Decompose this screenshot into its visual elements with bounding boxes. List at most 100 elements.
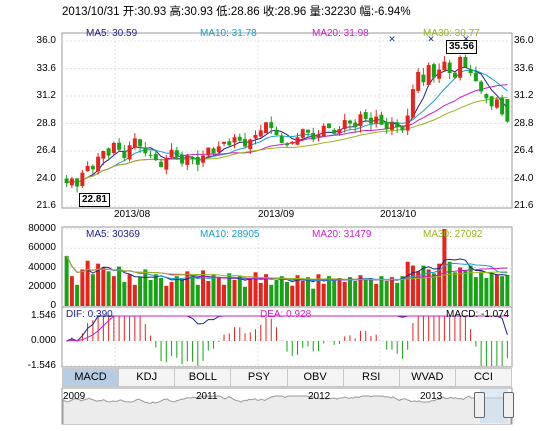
volume-bar	[337, 278, 342, 306]
tab-cci[interactable]: CCI	[455, 368, 512, 387]
volume-bar	[211, 274, 216, 306]
candle-body	[363, 112, 368, 119]
candle-body	[500, 98, 505, 115]
overview-right-handle[interactable]	[503, 392, 514, 418]
moving-average-lines	[66, 66, 508, 184]
ma30-line	[66, 97, 508, 184]
volume-bar	[463, 270, 468, 306]
indicator-tabs: MACD KDJ BOLL PSY OBV RSI WVAD CCI	[62, 368, 512, 387]
volume-bar	[269, 284, 274, 306]
candle-body	[479, 81, 484, 92]
candle-body	[505, 99, 510, 122]
price-right-tick: 28.8	[514, 117, 534, 129]
candle-body	[379, 114, 384, 125]
price-right-tick: 21.6	[514, 200, 534, 211]
volume-bar	[64, 255, 69, 306]
signal-marker-icon: ✕	[427, 34, 435, 44]
candle-body	[201, 155, 206, 163]
date-label-oct: 2013/10	[380, 209, 417, 220]
candle-body	[127, 145, 132, 160]
change-label: 幅:	[359, 6, 375, 18]
volume-left-tick: 60000	[28, 242, 56, 254]
volume-left-tick: 0	[50, 300, 56, 311]
candle-body	[342, 120, 347, 130]
macd-value-label: MACD: -1.074	[446, 309, 510, 320]
candle-body	[416, 71, 421, 91]
candle-body	[222, 141, 227, 144]
candle-body	[410, 89, 415, 118]
volume-bar	[473, 277, 478, 306]
volume-bar	[442, 229, 447, 306]
volume-bar	[431, 273, 436, 306]
change-value: -6.94%	[374, 6, 411, 18]
candle-body	[405, 115, 410, 131]
candle-body	[421, 74, 426, 83]
candle-body	[122, 151, 127, 158]
candle-body	[206, 147, 211, 156]
tab-macd[interactable]: MACD	[62, 368, 120, 387]
candle-body	[243, 139, 248, 147]
dea-line	[66, 315, 508, 342]
candle-body	[138, 139, 143, 147]
candle-body	[264, 122, 269, 134]
volume-bar	[75, 284, 80, 306]
price-left-tick: 28.8	[36, 117, 56, 129]
overview-year-2012: 2012	[308, 391, 331, 402]
volume-bar	[148, 280, 153, 306]
volume-bar	[358, 275, 363, 306]
candle-body	[321, 125, 326, 137]
volume-bar	[159, 278, 164, 306]
tab-obv[interactable]: OBV	[287, 368, 344, 387]
tab-wvad[interactable]: WVAD	[399, 368, 456, 387]
macd-dea-label: DEA: 0.928	[260, 309, 312, 320]
price-ma10-label: MA10: 31.78	[200, 28, 257, 39]
overview-left-handle[interactable]	[474, 392, 485, 418]
candle-body	[237, 136, 242, 141]
volume-bar	[253, 272, 258, 306]
volume-bar	[416, 271, 421, 306]
tab-boll[interactable]: BOLL	[175, 368, 232, 387]
candle-body	[332, 129, 337, 134]
macd-histogram	[71, 316, 508, 366]
candle-body	[358, 114, 363, 126]
candle-body	[442, 61, 447, 71]
volume-bar	[127, 274, 132, 306]
price-ma30-label: MA30: 30.77	[423, 28, 480, 39]
price-right-tick: 36.0	[514, 35, 534, 46]
overview-price-line	[62, 395, 512, 424]
volume-bar	[143, 269, 148, 306]
volume-bar	[185, 271, 190, 306]
candle-body	[148, 154, 153, 156]
candle-body	[295, 137, 300, 145]
candle-body	[311, 132, 316, 140]
volume-bar	[395, 282, 400, 306]
volume-bar	[96, 263, 101, 306]
candle-body	[180, 154, 185, 164]
tab-kdj[interactable]: KDJ	[119, 368, 176, 387]
candle-body	[195, 156, 200, 165]
tab-rsi[interactable]: RSI	[343, 368, 400, 387]
candle-body	[389, 122, 394, 130]
volume-bar	[195, 284, 200, 306]
candle-body	[337, 129, 342, 134]
volume-bar	[505, 274, 510, 306]
macd-left-tick: -1.546	[27, 360, 56, 371]
volume-bar	[410, 265, 415, 306]
volume-bar	[300, 280, 305, 306]
quote-info-line: 2013/10/31 开:30.93 高:30.93 低:28.86 收:28.…	[62, 3, 411, 19]
date-label-sep: 2013/09	[258, 209, 295, 220]
candle-body	[326, 123, 331, 129]
price-ma20-label: MA20: 31.98	[312, 28, 369, 39]
volume-bar	[216, 278, 221, 306]
candle-body	[69, 178, 74, 186]
volume-bar	[374, 283, 379, 306]
volume-value: 32230	[324, 6, 357, 18]
volume-bar	[153, 274, 158, 306]
tab-psy[interactable]: PSY	[231, 368, 288, 387]
candle-body	[90, 165, 95, 170]
candle-body	[85, 165, 90, 172]
volume-ma30-label: MA30: 27092	[423, 229, 483, 240]
volume-bar	[237, 276, 242, 306]
volume-bar	[132, 284, 137, 306]
